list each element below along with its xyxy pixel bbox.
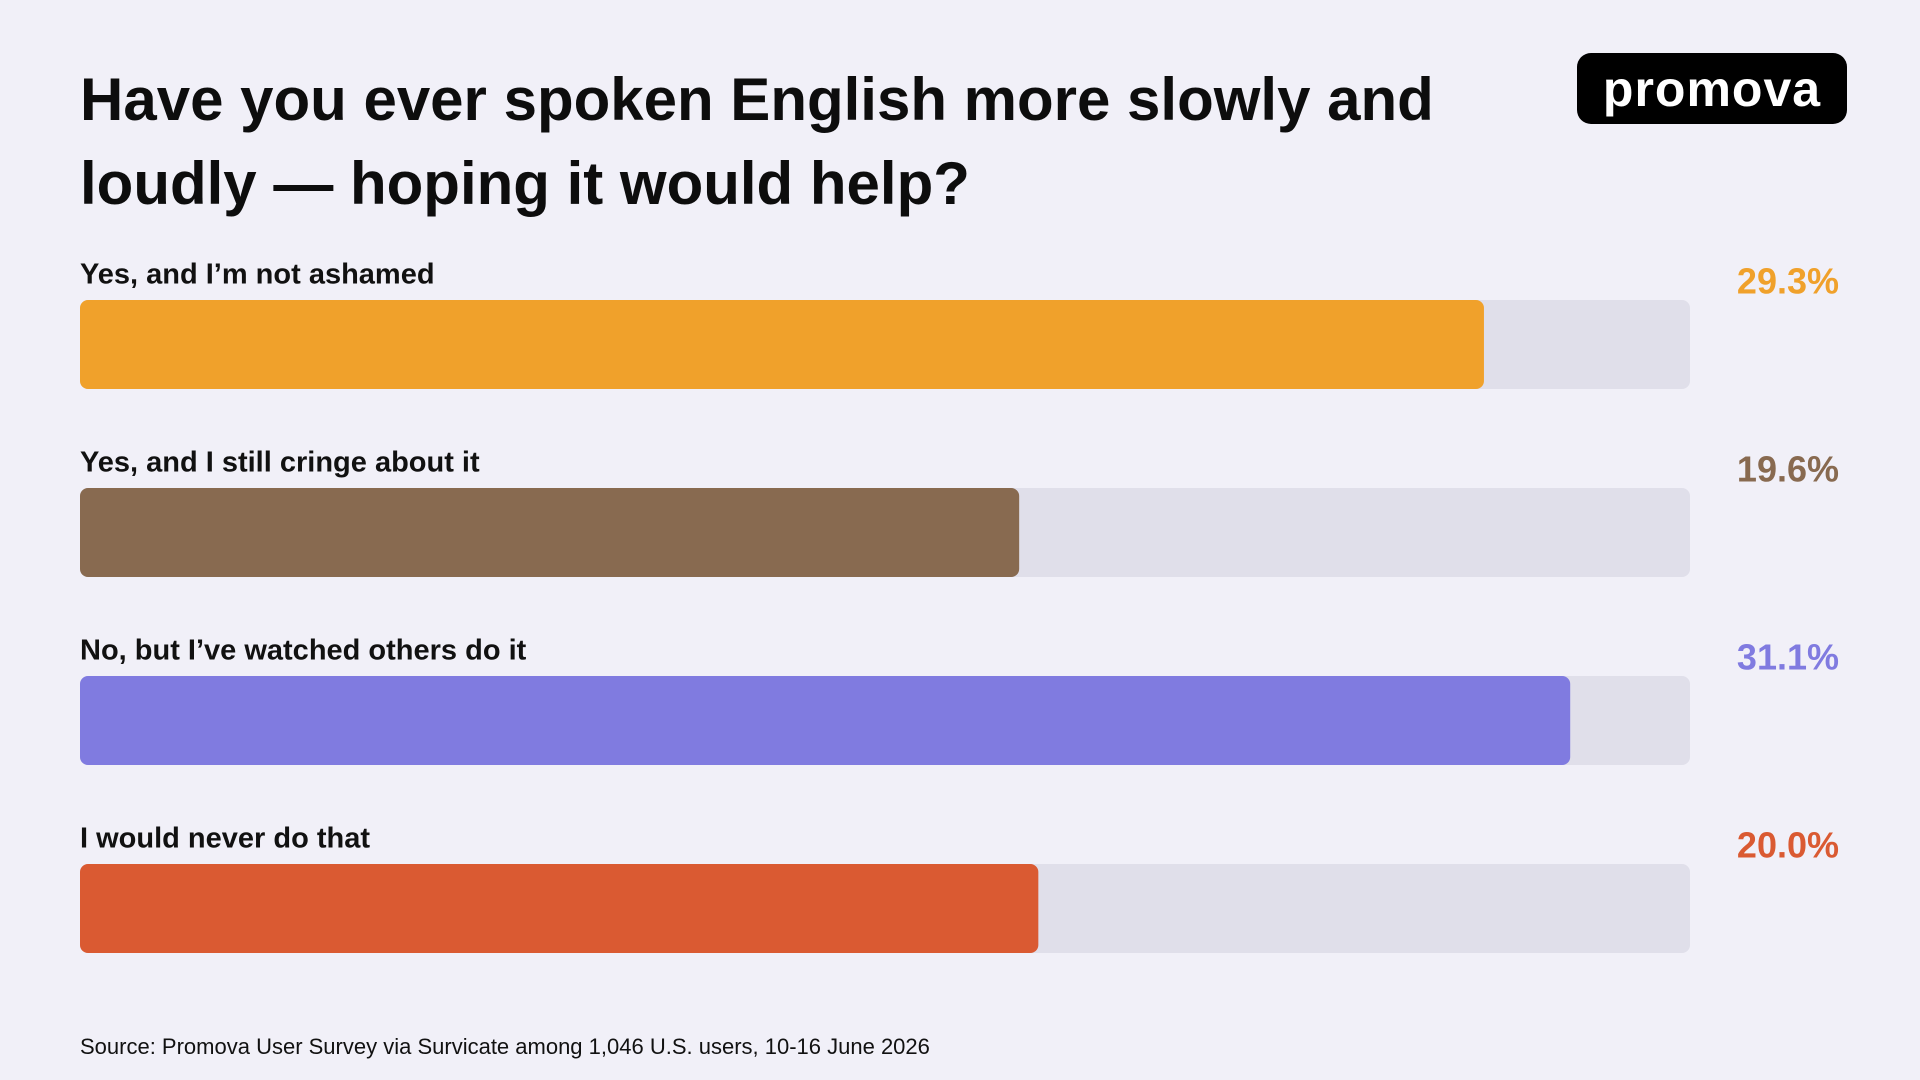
chart-title: Have you ever spoken English more slowly… — [80, 66, 1434, 217]
bar — [80, 864, 1039, 953]
bar — [80, 300, 1484, 389]
source: Source: Promova User Survey via Survicat… — [80, 1034, 930, 1059]
bar — [80, 488, 1020, 577]
bar — [80, 676, 1571, 765]
value-label: 31.1% — [1737, 637, 1839, 678]
logo: promova — [1577, 53, 1847, 124]
category-label: No, but I’ve watched others do it — [80, 635, 527, 667]
value-label: 29.3% — [1737, 261, 1839, 302]
category-label: Yes, and I’m not ashamed — [80, 259, 435, 291]
category-label: Yes, and I still cringe about it — [80, 447, 480, 479]
value-label: 20.0% — [1737, 825, 1839, 866]
category-label: I would never do that — [80, 823, 370, 855]
value-label: 19.6% — [1737, 449, 1839, 490]
